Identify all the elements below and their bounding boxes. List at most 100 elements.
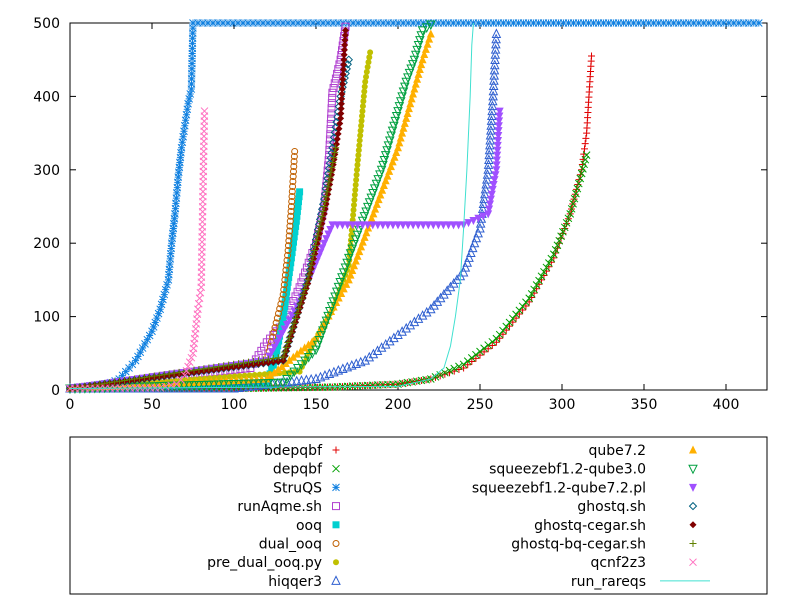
- data-point: [360, 355, 371, 365]
- data-point: [359, 108, 366, 115]
- data-point: [264, 19, 272, 27]
- data-point: [599, 19, 608, 27]
- data-point: [296, 188, 304, 196]
- data-point: [354, 161, 361, 168]
- data-point: [551, 245, 560, 254]
- data-point: [409, 221, 418, 230]
- data-point: [292, 217, 300, 225]
- data-point: [333, 135, 341, 143]
- data-point: [326, 173, 334, 181]
- data-point: [194, 380, 204, 391]
- data-point: [488, 337, 497, 346]
- legend-entry: bdepqbf: [264, 443, 340, 459]
- data-point: [694, 19, 703, 27]
- data-point: [669, 19, 678, 27]
- data-point: [493, 151, 502, 160]
- data-point: [494, 127, 503, 136]
- data-point: [629, 19, 638, 27]
- data-point: [223, 380, 234, 390]
- data-point: [380, 338, 391, 349]
- data-point: [342, 279, 351, 288]
- data-point: [136, 348, 145, 357]
- data-point: [339, 75, 347, 83]
- data-point: [339, 70, 347, 78]
- data-point: [293, 349, 302, 358]
- data-point: [131, 356, 140, 365]
- data-point: [393, 329, 403, 339]
- data-point: [229, 19, 237, 27]
- data-point: [524, 19, 533, 27]
- data-point: [413, 313, 424, 323]
- data-point: [398, 128, 407, 137]
- x-tick-label: 250: [467, 397, 494, 413]
- data-point: [559, 227, 567, 236]
- legend-label: ooq: [296, 518, 322, 534]
- data-point: [360, 98, 367, 105]
- data-point: [225, 361, 233, 369]
- data-point: [699, 19, 708, 27]
- data-point: [364, 351, 375, 362]
- legend-entry: ghostq-cegar.sh: [534, 518, 697, 534]
- data-point: [170, 214, 179, 223]
- data-point: [566, 209, 575, 218]
- data-point: [205, 364, 213, 372]
- data-point: [486, 115, 497, 125]
- data-point: [281, 369, 288, 376]
- data-point: [367, 214, 376, 223]
- data-point: [529, 19, 538, 27]
- data-point: [455, 366, 463, 374]
- data-point: [505, 318, 514, 327]
- data-point: [281, 358, 290, 367]
- data-point: [349, 19, 358, 27]
- data-point: [293, 212, 301, 220]
- data-point: [172, 199, 180, 208]
- data-point: [383, 171, 392, 180]
- data-point: [485, 129, 496, 140]
- legend-label: ghostq-cegar.sh: [534, 518, 646, 534]
- data-point: [277, 362, 286, 371]
- data-point: [259, 19, 267, 27]
- data-point: [353, 251, 362, 260]
- data-point: [327, 99, 336, 108]
- data-point: [173, 183, 182, 192]
- series-dual-ooq: [66, 147, 299, 393]
- data-point: [421, 44, 430, 53]
- data-point: [180, 371, 189, 380]
- data-point: [166, 249, 175, 258]
- data-point: [363, 73, 370, 80]
- data-point: [417, 26, 428, 36]
- data-point: [279, 291, 287, 299]
- data-point: [492, 156, 501, 165]
- data-point: [214, 19, 222, 27]
- data-point: [210, 363, 218, 371]
- data-point: [434, 221, 443, 230]
- data-point: [283, 283, 291, 291]
- legend-entry: dual_ooq: [259, 537, 340, 553]
- data-point: [491, 33, 501, 44]
- data-point: [188, 64, 196, 73]
- data-point: [187, 69, 196, 78]
- data-point: [189, 24, 197, 32]
- data-point: [305, 271, 313, 279]
- legend-label: runAqme.sh: [237, 499, 322, 515]
- data-point: [302, 281, 310, 289]
- data-point: [186, 90, 195, 98]
- data-point: [327, 168, 335, 176]
- data-point: [499, 326, 507, 335]
- data-point: [338, 85, 346, 93]
- data-point: [478, 198, 489, 209]
- data-point: [329, 158, 337, 166]
- data-point: [581, 155, 590, 164]
- data-point: [180, 121, 189, 130]
- data-point: [289, 182, 297, 190]
- data-point: [288, 324, 296, 332]
- data-point: [169, 224, 178, 233]
- data-point: [376, 342, 387, 352]
- data-point: [674, 19, 683, 27]
- data-point: [327, 148, 336, 158]
- data-point: [709, 19, 718, 27]
- legend-marker: [332, 464, 340, 473]
- data-point: [274, 342, 282, 350]
- data-point: [514, 19, 523, 27]
- data-point: [195, 365, 203, 373]
